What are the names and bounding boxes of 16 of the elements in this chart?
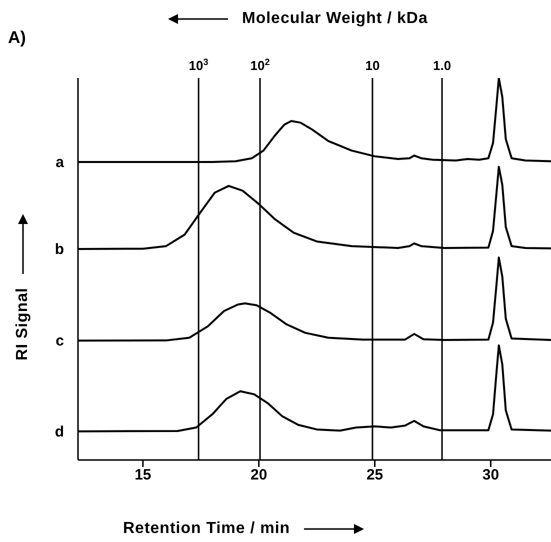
series-label: c bbox=[56, 332, 64, 350]
text: 10 bbox=[365, 58, 380, 73]
text: 10$^{2}$ bbox=[250, 57, 270, 73]
text: A) bbox=[8, 28, 26, 48]
series-label: d bbox=[54, 423, 64, 440]
series-label: b bbox=[54, 240, 64, 258]
x-tick-label: 30 bbox=[482, 466, 500, 484]
x-axis-title: Retention Time / min bbox=[123, 520, 290, 538]
text: Molecular Weight / kDa bbox=[242, 10, 428, 28]
x-tick-label: 25 bbox=[366, 466, 384, 484]
series-label: a bbox=[56, 154, 65, 172]
text: 10$^{3}$ bbox=[188, 57, 208, 73]
x-tick-label: 15 bbox=[134, 466, 152, 484]
x-tick-label: 20 bbox=[250, 466, 268, 484]
text: 1.0 bbox=[432, 58, 452, 73]
y-axis-title: RI Signal bbox=[14, 288, 32, 360]
